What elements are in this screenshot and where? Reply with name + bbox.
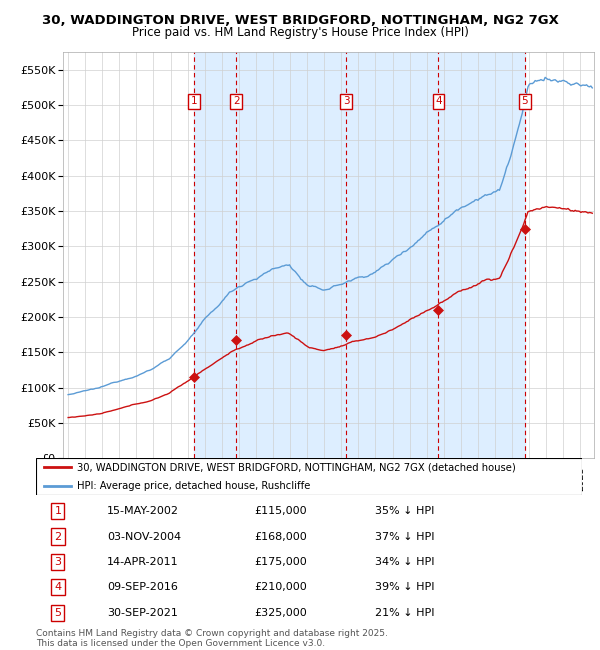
- Text: 21% ↓ HPI: 21% ↓ HPI: [374, 608, 434, 617]
- Text: 1: 1: [55, 506, 61, 516]
- Text: 09-SEP-2016: 09-SEP-2016: [107, 582, 178, 592]
- Text: 39% ↓ HPI: 39% ↓ HPI: [374, 582, 434, 592]
- Text: 4: 4: [54, 582, 61, 592]
- Text: 5: 5: [55, 608, 61, 617]
- Bar: [194, 52, 236, 458]
- Bar: [346, 52, 439, 458]
- Bar: [439, 52, 525, 458]
- Text: £210,000: £210,000: [254, 582, 307, 592]
- Text: 4: 4: [435, 96, 442, 107]
- Text: £325,000: £325,000: [254, 608, 307, 617]
- Text: 15-MAY-2002: 15-MAY-2002: [107, 506, 179, 516]
- Text: 03-NOV-2004: 03-NOV-2004: [107, 532, 181, 541]
- Text: Price paid vs. HM Land Registry's House Price Index (HPI): Price paid vs. HM Land Registry's House …: [131, 26, 469, 39]
- Text: 30-SEP-2021: 30-SEP-2021: [107, 608, 178, 617]
- Text: 2: 2: [54, 532, 61, 541]
- Text: 1: 1: [191, 96, 197, 107]
- Text: £168,000: £168,000: [254, 532, 307, 541]
- Text: 30, WADDINGTON DRIVE, WEST BRIDGFORD, NOTTINGHAM, NG2 7GX (detached house): 30, WADDINGTON DRIVE, WEST BRIDGFORD, NO…: [77, 462, 516, 472]
- Text: 34% ↓ HPI: 34% ↓ HPI: [374, 557, 434, 567]
- Text: Contains HM Land Registry data © Crown copyright and database right 2025.
This d: Contains HM Land Registry data © Crown c…: [36, 629, 388, 648]
- Text: HPI: Average price, detached house, Rushcliffe: HPI: Average price, detached house, Rush…: [77, 481, 310, 491]
- Text: 37% ↓ HPI: 37% ↓ HPI: [374, 532, 434, 541]
- Text: 30, WADDINGTON DRIVE, WEST BRIDGFORD, NOTTINGHAM, NG2 7GX: 30, WADDINGTON DRIVE, WEST BRIDGFORD, NO…: [41, 14, 559, 27]
- Text: 2: 2: [233, 96, 239, 107]
- Text: £175,000: £175,000: [254, 557, 307, 567]
- Text: £115,000: £115,000: [254, 506, 307, 516]
- Text: 35% ↓ HPI: 35% ↓ HPI: [374, 506, 434, 516]
- Text: 14-APR-2011: 14-APR-2011: [107, 557, 179, 567]
- Text: 3: 3: [343, 96, 349, 107]
- Bar: [236, 52, 346, 458]
- Text: 3: 3: [55, 557, 61, 567]
- Text: 5: 5: [521, 96, 528, 107]
